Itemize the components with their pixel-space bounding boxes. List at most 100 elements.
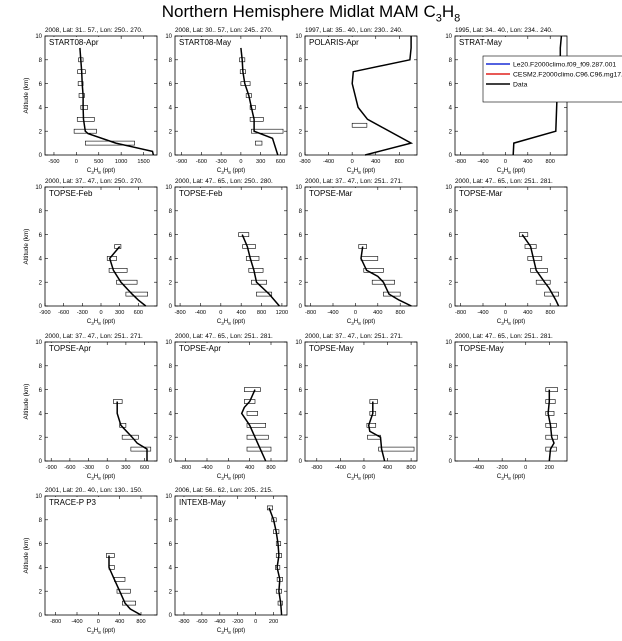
range-box: [238, 232, 250, 237]
y-tick-label: 8: [449, 58, 453, 64]
y-tick-label: 2: [299, 280, 303, 286]
y-tick-label: 4: [449, 106, 453, 112]
x-axis-label-part: (ppt): [231, 627, 245, 634]
y-tick-label: 0: [449, 459, 453, 465]
panel-6: 2000, Lat: 47.. 65., Lon: 250.. 280. 0 2 4 6…: [165, 178, 288, 326]
x-axis-label: C3H8 (ppt): [347, 167, 375, 175]
legend-label: Data: [513, 82, 528, 89]
y-tick-label: 2: [39, 589, 43, 595]
x-tick-label: 0: [524, 465, 527, 471]
x-axis-label-part: H: [94, 627, 98, 634]
x-tick-label: -800: [455, 310, 466, 316]
range-box: [545, 387, 558, 392]
x-tick-label: -800: [299, 159, 310, 165]
y-tick-label: 0: [169, 304, 173, 310]
panel-label: INTEXB-May: [179, 498, 226, 507]
panel-label-bg: [306, 37, 371, 47]
y-tick-label: 8: [169, 518, 173, 524]
y-tick-label: 0: [449, 153, 453, 159]
x-tick-label: -600: [64, 465, 75, 471]
data-line: [547, 389, 555, 462]
y-tick-label: 8: [169, 58, 173, 64]
x-axis-label-part: C: [347, 473, 352, 480]
y-tick-label: 2: [169, 129, 173, 135]
x-tick-label: -900: [39, 310, 50, 316]
plot-frame: [304, 341, 418, 462]
range-box: [246, 411, 258, 416]
plot-frame: [44, 495, 158, 616]
y-axis-label: Altitude (km): [23, 229, 30, 265]
x-axis-label-part: H: [224, 167, 228, 174]
x-axis-label: C3H8 (ppt): [87, 318, 115, 326]
plot-frame: [44, 186, 158, 307]
x-axis-label: C3H8 (ppt): [497, 167, 525, 175]
range-box: [256, 291, 273, 297]
panel-7: 2000, Lat: 37.. 47., Lon: 251.. 271. 0 2 4 6…: [295, 178, 418, 326]
panel-label-bg: [306, 343, 360, 353]
x-axis-label-part: H: [94, 473, 98, 480]
x-axis-label-part: (ppt): [361, 167, 375, 174]
x-tick-label: 0: [351, 159, 354, 165]
y-tick-label: 2: [169, 589, 173, 595]
plot-frame: [174, 495, 288, 616]
y-tick-label: 6: [39, 388, 43, 394]
x-tick-label: 0: [106, 465, 109, 471]
x-tick-label: -200: [232, 619, 243, 625]
y-tick-label: 10: [295, 34, 302, 40]
panel-header: 2008, Lat: 31.. 57., Lon: 250.. 270.: [45, 27, 143, 34]
range-box: [244, 399, 256, 404]
x-axis-label: C3H8 (ppt): [87, 167, 115, 175]
x-axis-label-part: 8: [228, 321, 231, 326]
x-tick-label: 400: [245, 465, 254, 471]
range-box: [125, 291, 148, 297]
x-tick-label: 600: [140, 465, 149, 471]
x-axis-label-part: 8: [508, 170, 511, 175]
panel-label-bg: [456, 37, 510, 47]
x-tick-label: -300: [216, 159, 227, 165]
x-axis-label: C3H8 (ppt): [87, 473, 115, 481]
x-axis-label-part: H: [504, 473, 508, 480]
y-tick-label: 6: [169, 388, 173, 394]
panel-2: 2008, Lat: 30.. 57., Lon: 245.. 270. 0 2 4 6…: [165, 27, 288, 175]
y-tick-label: 6: [299, 233, 303, 239]
x-axis-label: C3H8 (ppt): [497, 473, 525, 481]
x-axis-label: C3H8 (ppt): [217, 318, 245, 326]
panel-5: 2000, Lat: 37.. 47., Lon: 250.. 270. 0 2 4 6…: [23, 178, 158, 326]
legend-label: CESM2.F2000climo.C96.C96.mg17.ir: [513, 72, 622, 79]
x-axis-label-part: 8: [98, 630, 101, 635]
panel-label: TOPSE-May: [459, 344, 504, 353]
panel-11: 2000, Lat: 37.. 47., Lon: 251.. 271. 0 2 4 6…: [295, 333, 418, 481]
x-tick-label: -400: [323, 159, 334, 165]
y-tick-label: 2: [169, 435, 173, 441]
y-tick-label: 8: [449, 209, 453, 215]
y-tick-label: 4: [299, 257, 303, 263]
x-tick-label: -600: [196, 619, 207, 625]
x-tick-label: -900: [176, 159, 187, 165]
range-box: [545, 399, 556, 404]
x-axis-label-part: (ppt): [511, 473, 525, 480]
x-axis-label-part: 3: [501, 476, 504, 481]
x-axis-label-part: (ppt): [361, 318, 375, 325]
x-axis-label-part: (ppt): [231, 473, 245, 480]
y-tick-label: 6: [299, 82, 303, 88]
plot-frame: [174, 341, 288, 462]
panel-label: TOPSE-Apr: [179, 344, 221, 353]
range-box: [248, 267, 264, 273]
panel-label-bg: [46, 188, 100, 198]
x-axis-label-part: C: [497, 167, 502, 174]
y-tick-label: 6: [39, 233, 43, 239]
y-tick-label: 8: [39, 364, 43, 370]
y-tick-label: 6: [169, 233, 173, 239]
y-tick-label: 6: [449, 233, 453, 239]
x-axis-label-part: H: [504, 318, 508, 325]
data-line: [116, 401, 148, 461]
x-tick-label: 300: [115, 310, 124, 316]
data-line: [351, 36, 414, 156]
x-tick-label: -500: [48, 159, 59, 165]
x-axis-label-part: H: [354, 473, 358, 480]
panel-label-bg: [176, 343, 230, 353]
range-box: [78, 93, 85, 98]
y-tick-label: 8: [299, 209, 303, 215]
y-tick-label: 4: [299, 412, 303, 418]
panel-header: 2000, Lat: 37.. 47., Lon: 251.. 271.: [305, 178, 403, 185]
